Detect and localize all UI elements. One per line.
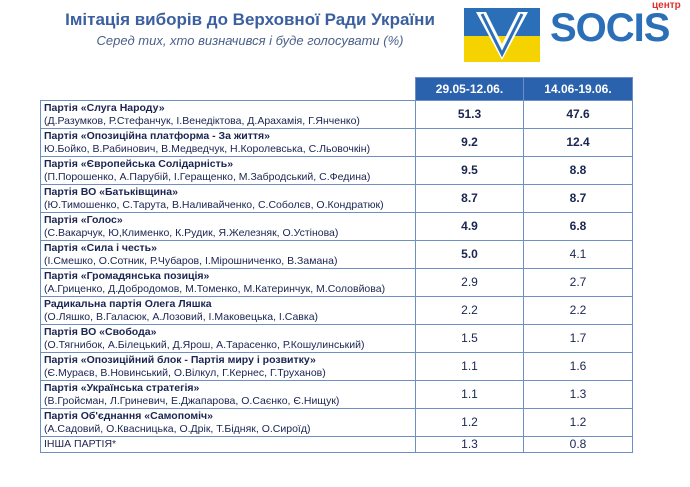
party-members: (С.Вакарчук, Ю,Клименко, К.Рудик, Я.Желе… [44, 226, 339, 239]
party-members: (В.Гройсман, Л.Гриневич, Е.Джапарова, О.… [44, 394, 340, 407]
party-row: Партія «Голос» (С.Вакарчук, Ю,Клименко, К… [40, 212, 633, 241]
party-members: (Ю.Тимошенко, С.Тарута, В.Наливайченко, … [44, 198, 384, 211]
value-cell: 9.5 [415, 156, 524, 185]
value-cell: 1.5 [415, 324, 524, 353]
party-row: ІНША ПАРТІЯ* 1.3 0.8 [40, 436, 633, 453]
party-members: (П.Порошенко, А.Парубій, І.Геращенко, М.… [44, 170, 371, 183]
value-cell: 4.1 [523, 240, 633, 269]
value-cell: 8.8 [523, 156, 633, 185]
party-members: (О.Тягнибок, А.Білецький, Д.Ярош, А.Тара… [44, 338, 365, 351]
party-row: Партія «Опозиційна платформа - За життя»… [40, 128, 633, 157]
value-cell: 8.7 [523, 184, 633, 213]
party-cell: Партія «Громадянська позиція» (А.Гриценко… [40, 268, 416, 297]
party-row: Партія «Європейська Солідарність» (П.Поро… [40, 156, 633, 185]
party-cell: Партія Об'єднання «Самопоміч» (А.Садовий,… [40, 408, 416, 437]
party-cell: Партія ВО «Свобода» (О.Тягнибок, А.Білець… [40, 324, 416, 353]
party-name: Партія ВО «Свобода» [44, 325, 157, 338]
party-name: Партія ВО «Батьківщина» [44, 185, 178, 198]
party-name: ІНША ПАРТІЯ* [44, 438, 117, 450]
value-cell: 1.2 [415, 408, 524, 437]
table-body: Партія «Слуга Народу» (Д.Разумков, Р.Стеф… [40, 100, 633, 453]
value-cell: 1.7 [523, 324, 633, 353]
party-cell: Партія «Голос» (С.Вакарчук, Ю,Клименко, К… [40, 212, 416, 241]
party-members: (А.Садовий, О.Квасницька, О.Дрік, Т.Бідн… [44, 422, 311, 435]
party-cell: ІНША ПАРТІЯ* [40, 436, 416, 453]
results-table: 29.05-12.06. 14.06-19.06. Партія «Слуга Н… [40, 77, 633, 453]
party-name: Партія «Європейська Солідарність» [44, 157, 234, 170]
value-cell: 5.0 [415, 240, 524, 269]
value-cell: 1.3 [415, 436, 524, 453]
value-cell: 1.2 [523, 408, 633, 437]
party-row: Радикальна партія Олега Ляшка (О.Ляшко, В… [40, 296, 633, 325]
party-cell: Партія «Сила і честь» (І.Смешко, О.Сотник… [40, 240, 416, 269]
blank-header [40, 77, 416, 101]
party-name: Партія «Українська стратегія» [44, 381, 200, 394]
party-row: Партія «Громадянська позиція» (А.Гриценко… [40, 268, 633, 297]
party-cell: Партія «Європейська Солідарність» (П.Поро… [40, 156, 416, 185]
value-cell: 47.6 [523, 100, 633, 129]
value-cell: 2.7 [523, 268, 633, 297]
column-header: 29.05-12.06. [415, 77, 524, 101]
value-cell: 1.6 [523, 352, 633, 381]
party-row: Партія ВО «Свобода» (О.Тягнибок, А.Білець… [40, 324, 633, 353]
value-cell: 0.8 [523, 436, 633, 453]
party-cell: Партія ВО «Батьківщина» (Ю.Тимошенко, С.Т… [40, 184, 416, 213]
party-name: Партія «Сила і честь» [44, 241, 157, 254]
logo-label: центр [652, 0, 681, 11]
title: Імітація виборів до Верховної Ради Украї… [65, 10, 435, 29]
value-cell: 4.9 [415, 212, 524, 241]
logo-emblem [464, 8, 540, 62]
party-row: Партія «Опозиційний блок - Партія миру і… [40, 352, 633, 381]
party-row: Партія «Українська стратегія» (В.Гройсман… [40, 380, 633, 409]
party-cell: Партія «Опозиційна платформа - За життя»… [40, 128, 416, 157]
party-name: Партія «Слуга Народу» [44, 101, 165, 114]
value-cell: 12.4 [523, 128, 633, 157]
logo-text: SOCIS [550, 6, 670, 50]
value-cell: 9.2 [415, 128, 524, 157]
value-cell: 2.9 [415, 268, 524, 297]
party-row: Партія «Сила і честь» (І.Смешко, О.Сотник… [40, 240, 633, 269]
party-members: (О.Ляшко, В.Галасюк, А.Лозовий, І.Макове… [44, 310, 319, 323]
party-members: (І.Смешко, О.Сотник, Р.Чубаров, І.Мірошн… [44, 254, 338, 267]
party-cell: Партія «Слуга Народу» (Д.Разумков, Р.Стеф… [40, 100, 416, 129]
party-name: Партія «Опозиційний блок - Партія миру і… [44, 353, 316, 366]
party-name: Партія Об'єднання «Самопоміч» [44, 409, 213, 422]
value-cell: 1.1 [415, 352, 524, 381]
value-cell: 8.7 [415, 184, 524, 213]
party-name: Радикальна партія Олега Ляшка [44, 297, 212, 310]
party-name: Партія «Голос» [44, 213, 123, 226]
header-row: 29.05-12.06. 14.06-19.06. [40, 77, 633, 101]
value-cell: 6.8 [523, 212, 633, 241]
party-row: Партія ВО «Батьківщина» (Ю.Тимошенко, С.Т… [40, 184, 633, 213]
value-cell: 2.2 [523, 296, 633, 325]
subtitle: Серед тих, хто визначився і буде голосув… [96, 33, 404, 48]
party-members: (Д.Разумков, Р.Стефанчук, І.Венедіктова,… [44, 114, 360, 127]
column-header: 14.06-19.06. [523, 77, 633, 101]
party-row: Партія Об'єднання «Самопоміч» (А.Садовий,… [40, 408, 633, 437]
party-row: Партія «Слуга Народу» (Д.Разумков, Р.Стеф… [40, 100, 633, 129]
party-cell: Радикальна партія Олега Ляшка (О.Ляшко, В… [40, 296, 416, 325]
party-cell: Партія «Опозиційний блок - Партія миру і… [40, 352, 416, 381]
party-members: (А.Гриценко, Д.Добродомов, М.Томенко, М.… [44, 282, 386, 295]
value-cell: 51.3 [415, 100, 524, 129]
party-cell: Партія «Українська стратегія» (В.Гройсман… [40, 380, 416, 409]
party-members: Ю.Бойко, В.Рабинович, В.Медведчук, Н.Кор… [44, 142, 371, 155]
value-cell: 1.3 [523, 380, 633, 409]
value-cell: 2.2 [415, 296, 524, 325]
party-name: Партія «Опозиційна платформа - За життя» [44, 129, 271, 142]
value-cell: 1.1 [415, 380, 524, 409]
party-name: Партія «Громадянська позиція» [44, 269, 210, 282]
party-members: (Є.Мураєв, В.Новинський, О.Вілкул, Г.Кер… [44, 366, 326, 379]
